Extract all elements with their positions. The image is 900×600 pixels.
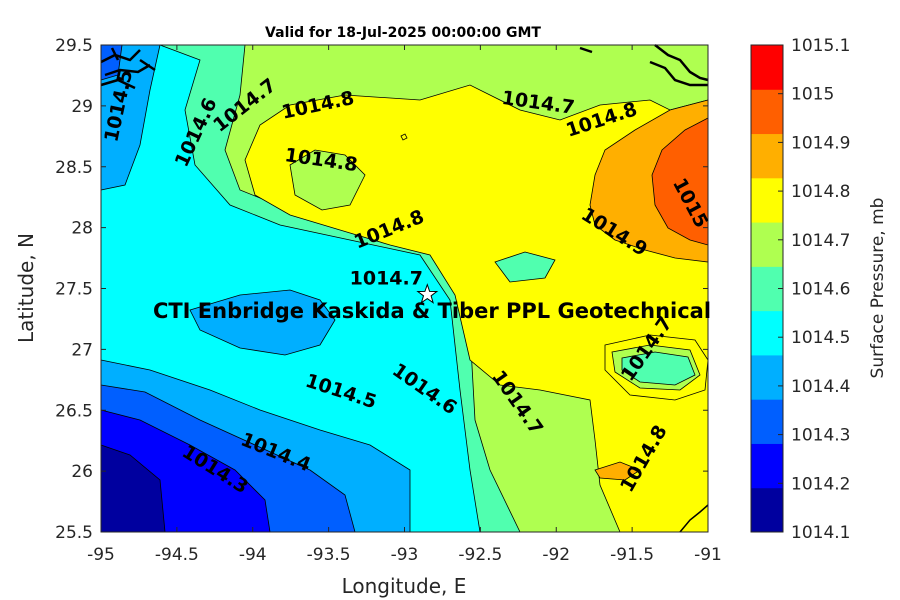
colorbar-tick-label: 1015 — [791, 85, 834, 105]
map-plot-area — [100, 44, 709, 533]
y-axis-ticks: 25.5 26 26.5 27 27.5 28 28.5 29 29.5 — [55, 36, 708, 543]
field-island-1014-4-center — [189, 289, 336, 356]
x-axis-ticks: -95 -94.5 -94 -93.5 -93 -92.5 -92 -91.5 -91 — [87, 45, 722, 565]
x-tick-label: -91.5 — [610, 545, 654, 565]
colorbar-tick-label: 1014.9 — [791, 133, 850, 153]
x-tick-label: -92.5 — [458, 545, 502, 565]
y-tick-label: 27 — [71, 340, 93, 360]
y-tick-label: 27.5 — [55, 280, 93, 300]
colorbar-tick-label: 1014.4 — [791, 377, 850, 397]
x-tick-label: -94 — [239, 545, 267, 565]
colorbar-swatch — [751, 177, 783, 223]
y-tick-label: 26.5 — [55, 401, 93, 421]
colorbar-tick-label: 1014.5 — [791, 328, 850, 348]
x-tick-label: -94.5 — [155, 545, 199, 565]
contour-label: 1014.7 — [350, 267, 423, 289]
y-tick-label: 29.5 — [55, 36, 93, 56]
colorbar-tick-label: 1014.1 — [791, 523, 850, 543]
colorbar-tick-label: 1014.3 — [791, 426, 850, 446]
colorbar-tick-label: 1014.8 — [791, 182, 850, 202]
x-tick-label: -92 — [542, 545, 570, 565]
site-marker — [416, 283, 439, 304]
colorbar-swatch — [751, 443, 783, 489]
coastline-northwest — [100, 47, 156, 90]
colorbar-swatch — [751, 45, 783, 90]
field-island-1014-7-north — [289, 149, 366, 211]
coastline-northeast — [579, 44, 709, 87]
x-axis-label: Longitude, E — [342, 574, 467, 598]
colorbar-tick-label: 1014.2 — [791, 474, 850, 494]
colorbar-swatch — [751, 399, 783, 444]
colorbar: 1014.1 1014.2 1014.3 1014.4 1014.5 1014.6 1014… — [750, 36, 850, 543]
colorbar-label: Surface Pressure, mb — [868, 198, 888, 379]
y-tick-label: 25.5 — [55, 523, 93, 543]
field-island-1014-6-east — [494, 251, 556, 283]
colorbar-swatch — [751, 266, 783, 312]
x-tick-label: -91 — [694, 545, 722, 565]
colorbar-swatch — [751, 354, 783, 400]
field-small-closed-contour — [400, 133, 408, 141]
y-tick-label: 26 — [71, 462, 93, 482]
y-tick-label: 28.5 — [55, 158, 93, 178]
colorbar-swatch — [751, 133, 783, 179]
colorbar-swatch — [751, 89, 783, 135]
colorbar-tick-label: 1014.7 — [791, 231, 850, 251]
plot-title: Valid for 18-Jul-2025 00:00:00 GMT — [265, 25, 541, 41]
star-icon — [416, 283, 439, 304]
y-tick-label: 28 — [71, 219, 93, 239]
field-island-1014-9-southeast — [594, 461, 641, 481]
site-annotation: CTI Enbridge Kaskida & Tiber PPL Geotech… — [153, 299, 711, 323]
field-island-1014-6-south — [621, 351, 696, 386]
colorbar-tick-label: 1015.1 — [791, 36, 850, 56]
y-axis-label: Latitude, N — [14, 233, 38, 343]
field-band-1015 — [651, 117, 709, 246]
colorbar-swatch — [751, 310, 783, 356]
x-tick-label: -95 — [87, 545, 115, 565]
colorbar-swatch — [751, 487, 783, 533]
colorbar-swatch — [751, 222, 783, 267]
colorbar-tick-label: 1014.6 — [791, 280, 850, 300]
x-tick-label: -93 — [391, 545, 419, 565]
coastline-southeast — [679, 504, 709, 533]
x-tick-label: -93.5 — [307, 545, 351, 565]
y-tick-label: 29 — [71, 97, 93, 117]
